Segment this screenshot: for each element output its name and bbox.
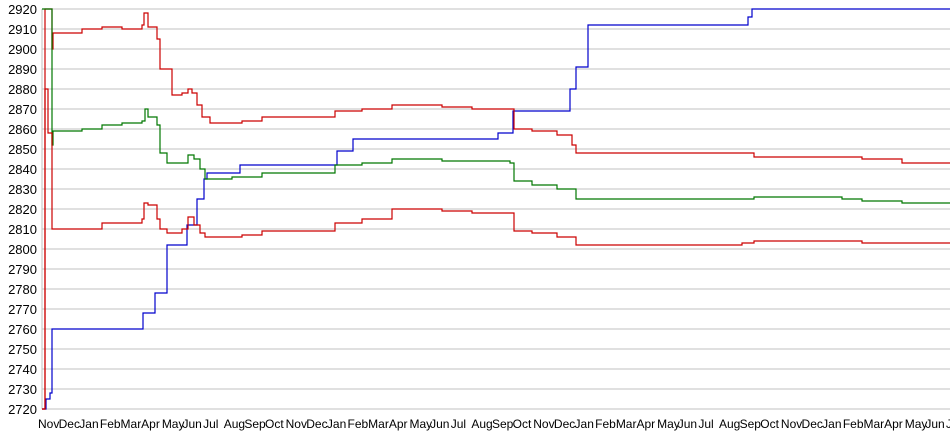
series-lines (42, 8, 950, 410)
series-line-4 (42, 88, 950, 410)
x-tick-label: Jun (430, 417, 449, 431)
y-tick-label: 2790 (8, 262, 37, 277)
y-tick-label: 2720 (8, 402, 37, 417)
x-tick-label: Dec (554, 417, 575, 431)
x-tick-label: Jul (946, 417, 950, 431)
y-tick-label: 2730 (8, 382, 37, 397)
y-tick-label: 2800 (8, 242, 37, 257)
x-tick-label: Jul (203, 417, 218, 431)
y-axis: 2720 2730 2740 2750 2760 2770 2780 2790 2800 2810… (8, 2, 43, 417)
x-tick-label: Jan (575, 417, 594, 431)
y-tick-label: 2870 (8, 102, 37, 117)
x-tick-label: Jul (451, 417, 466, 431)
gridlines (42, 8, 950, 410)
x-tick-label: Jun (182, 417, 201, 431)
x-tick-label: Dec (59, 417, 80, 431)
series-line-3 (42, 8, 950, 204)
x-tick-label: Feb (595, 417, 616, 431)
x-tick-label: Sep (244, 417, 266, 431)
x-tick-label: Mar (368, 417, 389, 431)
x-tick-label: Oct (265, 417, 284, 431)
x-tick-label: Feb (843, 417, 864, 431)
x-tick-label: Sep (740, 417, 762, 431)
x-tick-label: Nov (533, 417, 554, 431)
y-tick-label: 2830 (8, 182, 37, 197)
x-tick-label: Jan (822, 417, 841, 431)
x-tick-label: Jul (698, 417, 713, 431)
x-tick-label: Apr (389, 417, 408, 431)
y-tick-label: 2810 (8, 222, 37, 237)
x-tick-label: Jan (79, 417, 98, 431)
y-tick-label: 2760 (8, 322, 37, 337)
x-tick-label: Apr (636, 417, 655, 431)
x-tick-label: Apr (884, 417, 903, 431)
y-tick-label: 2880 (8, 82, 37, 97)
x-tick-label: Oct (760, 417, 779, 431)
x-tick-label: Dec (306, 417, 327, 431)
x-tick-label: Dec (802, 417, 823, 431)
x-tick-label: Aug (471, 417, 492, 431)
y-tick-label: 2860 (8, 122, 37, 137)
x-tick-label: May (162, 417, 185, 431)
x-tick-label: Nov (286, 417, 307, 431)
y-tick-label: 2780 (8, 282, 37, 297)
y-tick-label: 2890 (8, 62, 37, 77)
x-tick-label: May (657, 417, 680, 431)
y-tick-label: 2850 (8, 142, 37, 157)
x-tick-label: Jun (925, 417, 944, 431)
x-tick-label: Aug (224, 417, 245, 431)
x-tick-label: Mar (616, 417, 637, 431)
x-tick-label: Sep (492, 417, 514, 431)
x-tick-label: Apr (141, 417, 160, 431)
y-tick-label: 2770 (8, 302, 37, 317)
series-line-1 (42, 8, 950, 410)
x-tick-label: Aug (719, 417, 740, 431)
x-tick-label: Feb (348, 417, 369, 431)
x-tick-label: May (905, 417, 928, 431)
x-tick-label: Mar (121, 417, 142, 431)
x-tick-label: Oct (513, 417, 532, 431)
y-tick-label: 2920 (8, 2, 37, 17)
y-tick-label: 2910 (8, 22, 37, 37)
x-tick-label: Jan (327, 417, 346, 431)
x-tick-label: Nov (38, 417, 59, 431)
x-tick-label: May (409, 417, 432, 431)
y-tick-label: 2900 (8, 42, 37, 57)
x-tick-label: Mar (863, 417, 884, 431)
x-tick-label: Jun (678, 417, 697, 431)
series-line-2 (42, 8, 950, 410)
x-tick-label: Nov (781, 417, 802, 431)
y-tick-label: 2750 (8, 342, 37, 357)
y-tick-label: 2740 (8, 362, 37, 377)
y-tick-label: 2840 (8, 162, 37, 177)
x-tick-label: Feb (100, 417, 121, 431)
y-tick-label: 2820 (8, 202, 37, 217)
